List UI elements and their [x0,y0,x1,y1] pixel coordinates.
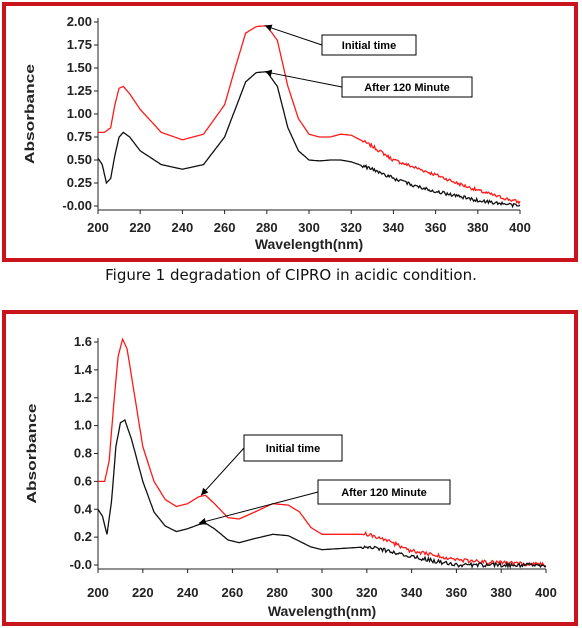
annotation-arrow-line [200,447,245,496]
annotation-after-120-minute: After 120 Minute [264,69,473,98]
x-tick-label: 220 [129,220,151,235]
x-tick-label: 300 [298,220,320,235]
annotation-label: Initial time [342,40,396,52]
x-tick-label: 400 [509,220,531,235]
annotation-arrowhead [201,487,209,496]
x-tick-label: 320 [340,220,362,235]
y-tick-label: 1.0 [74,418,92,433]
x-axis-title: Wavelength(nm) [268,603,376,619]
y-tick-label: 0.75 [67,129,92,144]
annotation-arrow-line [264,25,323,46]
y-tick-label: 0.50 [67,152,92,167]
x-tick-label: 240 [172,220,194,235]
annotation-label: Initial time [266,443,320,455]
annotation-arrowhead [264,24,273,32]
y-tick-label: -0.0 [70,557,92,572]
y-tick-label: 0.6 [74,473,92,488]
figure-caption: Figure 1 degradation of CIPRO in acidic … [105,266,477,284]
x-tick-label: 280 [266,585,288,600]
series-line-initial-time [98,25,521,205]
annotation-arrow-line [264,71,343,88]
x-tick-label: 300 [311,585,333,600]
annotation-arrowhead [198,518,207,525]
y-tick-label: 1.4 [74,362,93,377]
series-line-after-120-minute [97,71,521,209]
annotation-box [321,34,417,56]
x-tick-label: 340 [401,585,423,600]
x-tick-label: 340 [383,220,405,235]
y-axis-title: Absorbance [24,404,39,504]
x-tick-label: 260 [222,585,244,600]
x-tick-label: 400 [535,585,557,600]
y-tick-label: -0.00 [62,198,92,213]
x-tick-label: 200 [87,585,109,600]
y-tick-label: 2.00 [67,14,92,29]
annotation-arrowhead [264,69,273,77]
x-tick-label: 360 [446,585,468,600]
chart-panel-second: -0.0 0.2 0.4 0.6 0.8 1.0 1.2 1.4 1.6 200 220 240 260… [2,310,578,626]
annotation-after-120-minute: After 120 Minute [198,479,451,525]
y-tick-label: 1.50 [67,60,92,75]
y-axis-title: Absorbance [22,64,37,164]
y-tick-label: 0.8 [74,446,92,461]
chart-svg: -0.00 0.25 0.50 0.75 1.00 1.25 1.50 1.75 2.00 200… [22,14,531,252]
x-tick-label: 320 [356,585,378,600]
x-tick-label: 240 [177,585,199,600]
annotation-label: After 120 Minute [364,82,450,94]
annotation-box [317,479,451,505]
x-axis-title: Wavelength(nm) [255,236,363,252]
annotation-initial-time: Initial time [200,434,343,496]
x-tick-label: 260 [214,220,236,235]
x-tick-label: 380 [467,220,489,235]
x-tick-label: 280 [256,220,278,235]
series-line-initial-time [98,337,547,567]
annotation-box [243,434,343,462]
annotation-label: After 120 Minute [341,487,427,499]
x-tick-label: 380 [490,585,512,600]
y-tick-label: 1.00 [67,106,92,121]
chart-panel-acidic: -0.00 0.25 0.50 0.75 1.00 1.25 1.50 1.75 2.00 200… [2,2,578,262]
y-tick-label: 1.2 [74,390,92,405]
y-tick-label: 1.6 [74,334,92,349]
annotation-arrow-line [198,491,319,524]
y-tick-label: 1.75 [67,37,92,52]
y-tick-label: 0.4 [74,501,93,516]
x-tick-label: 200 [87,220,109,235]
y-tick-label: 0.2 [74,529,92,544]
chart-svg: -0.0 0.2 0.4 0.6 0.8 1.0 1.2 1.4 1.6 200 220 240 260… [24,334,557,619]
annotation-initial-time: Initial time [264,24,417,56]
series-line-after-120-minute [97,419,547,569]
y-tick-label: 0.25 [67,175,92,190]
y-tick-label: 1.25 [67,83,92,98]
x-tick-label: 220 [132,585,154,600]
x-tick-label: 360 [425,220,447,235]
annotation-box [341,76,473,98]
